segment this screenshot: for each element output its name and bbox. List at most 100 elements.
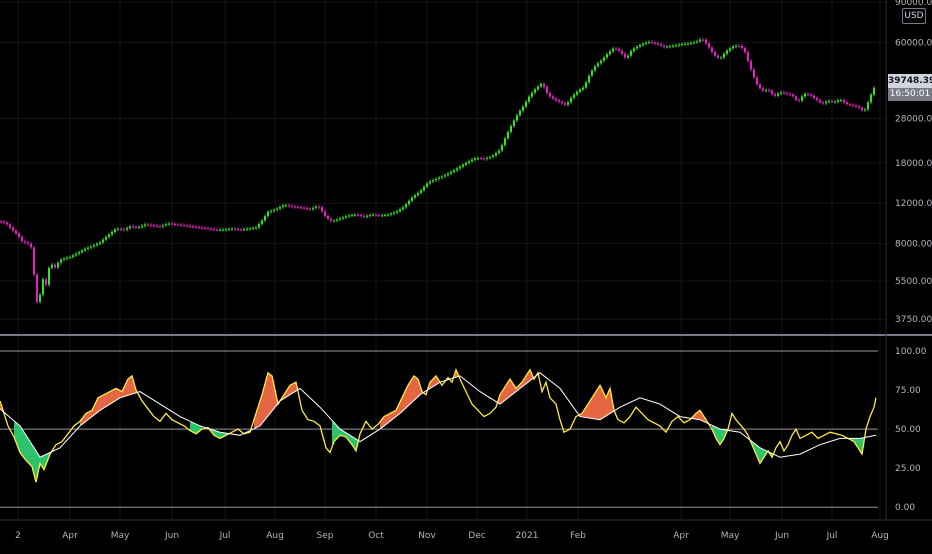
candle-body — [144, 224, 146, 225]
candle-body — [162, 225, 164, 226]
candle-body — [759, 84, 761, 88]
candle-body — [405, 204, 407, 207]
oscillator-fill-overbought — [600, 387, 602, 419]
candle-body — [432, 180, 434, 181]
candle-body — [786, 93, 788, 94]
oscillator-fill-oversold — [26, 437, 28, 461]
oscillator-fill-overbought — [608, 391, 610, 414]
candle-body — [348, 215, 350, 216]
candle-body — [123, 229, 125, 230]
oscillator-fill-overbought — [264, 384, 266, 420]
candle-body — [69, 257, 71, 258]
candle-body — [183, 225, 185, 226]
candle-body — [66, 258, 68, 259]
oscillator-fill-overbought — [594, 393, 596, 419]
oscillator-fill-overbought — [596, 390, 598, 419]
candle-body — [837, 100, 839, 101]
candle-body — [636, 47, 638, 49]
candle-body — [213, 229, 215, 230]
currency-badge[interactable]: USD — [902, 8, 926, 24]
candle-body — [12, 228, 14, 231]
candle-body — [813, 96, 815, 98]
candle-body — [615, 49, 617, 50]
candle-body — [225, 229, 227, 230]
candle-body — [681, 44, 683, 45]
oscillator-fill-overbought — [114, 389, 116, 401]
oscillator-fill-overbought — [116, 389, 118, 400]
candle-body — [465, 163, 467, 165]
candle-body — [381, 215, 383, 216]
candle-body — [822, 102, 824, 103]
candle-body — [792, 95, 794, 97]
time-tick-label: Aug — [871, 531, 889, 541]
time-tick-label: Jun — [774, 531, 789, 541]
oscillator-fill-overbought — [118, 390, 120, 398]
candle-body — [321, 207, 323, 211]
candle-body — [240, 229, 242, 230]
candle-body — [33, 247, 35, 274]
candle-body — [93, 245, 95, 246]
candle-body — [576, 92, 578, 95]
candle-body — [90, 247, 92, 248]
candle-body — [654, 43, 656, 44]
candle-body — [372, 215, 374, 216]
candle-body — [15, 231, 17, 234]
oscillator-fill-oversold — [30, 443, 32, 465]
candle-body — [471, 160, 473, 161]
candle-body — [177, 224, 179, 225]
candle-body — [618, 49, 620, 51]
candle-body — [294, 207, 296, 208]
candle-body — [204, 228, 206, 229]
candle-body — [699, 40, 701, 42]
candle-body — [378, 215, 380, 216]
candle-body — [480, 158, 482, 159]
candle-body — [684, 44, 686, 45]
candle-body — [228, 229, 230, 230]
candle-body — [111, 232, 113, 235]
candle-body — [624, 54, 626, 58]
candle-body — [234, 229, 236, 230]
candle-body — [270, 211, 272, 212]
bar-countdown-label: 16:50:01 — [888, 88, 932, 101]
candle-body — [126, 228, 128, 230]
oscillator-fill-overbought — [128, 378, 130, 395]
candle-body — [648, 42, 650, 43]
candle-body — [423, 187, 425, 190]
candle-body — [324, 211, 326, 216]
candle-body — [396, 211, 398, 212]
candle-body — [717, 56, 719, 58]
candle-body — [426, 183, 428, 186]
candle-body — [114, 229, 116, 231]
candle-body — [192, 226, 194, 227]
candle-body — [387, 215, 389, 216]
candle-body — [21, 237, 23, 241]
candle-body — [567, 102, 569, 105]
candle-body — [483, 159, 485, 160]
candle-body — [165, 224, 167, 225]
candle-body — [249, 228, 251, 229]
candle-body — [585, 82, 587, 87]
time-tick-label: Apr — [62, 531, 78, 541]
oscillator-fill-overbought — [270, 375, 272, 412]
candle-body — [237, 229, 239, 230]
candle-body — [591, 71, 593, 76]
candle-body — [453, 170, 455, 172]
candle-body — [75, 254, 77, 256]
candle-body — [696, 41, 698, 42]
candle-body — [243, 229, 245, 230]
oscillator-fill-overbought — [266, 376, 268, 417]
candle-body — [579, 90, 581, 92]
oscillator-fill-overbought — [384, 416, 386, 425]
time-tick-label: Feb — [570, 531, 586, 541]
candle-body — [765, 90, 767, 91]
candle-body — [690, 43, 692, 44]
candle-body — [411, 198, 413, 201]
candle-body — [735, 46, 737, 47]
oscillator-fill-oversold — [192, 423, 194, 433]
time-tick-label: Oct — [368, 531, 384, 541]
candle-body — [273, 210, 275, 211]
oscillator-fill-oversold — [20, 428, 22, 454]
